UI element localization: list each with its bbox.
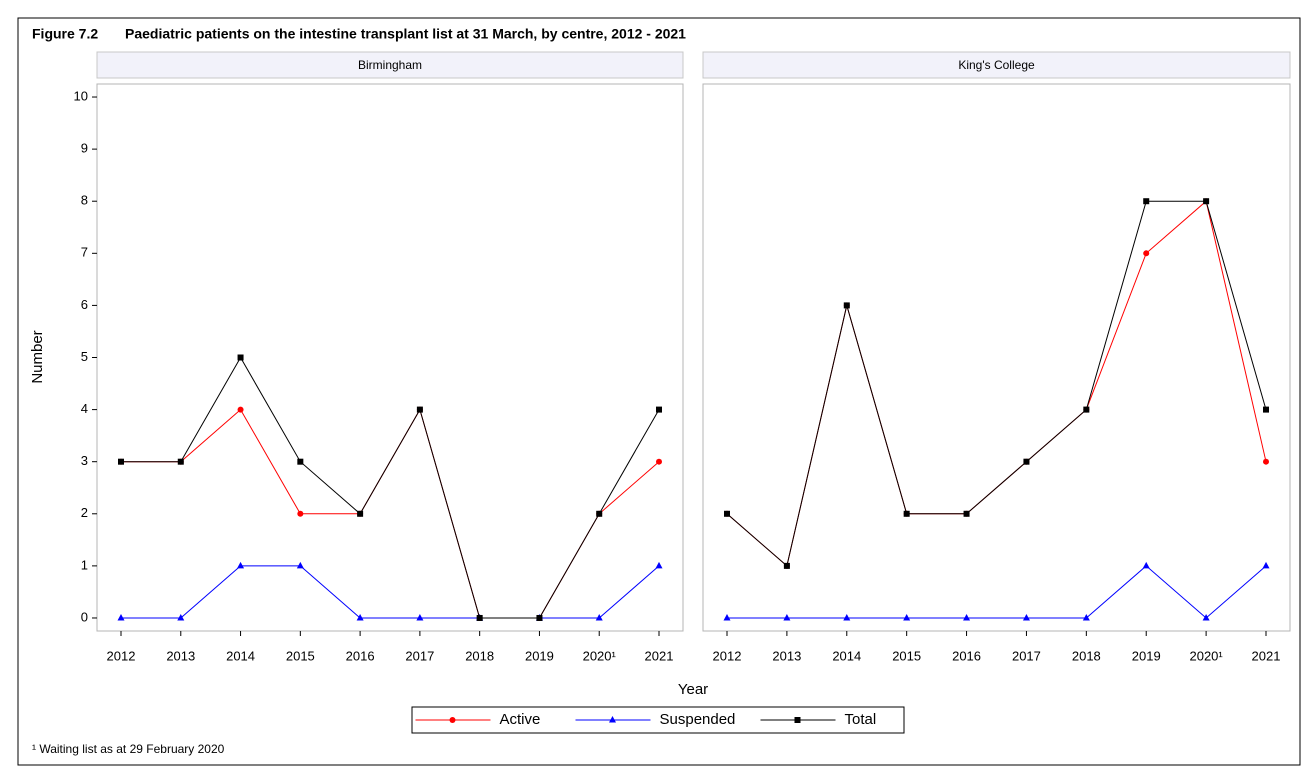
x-tick-label: 2013: [166, 648, 195, 663]
y-tick-label: 0: [81, 609, 88, 624]
line: [121, 356, 660, 619]
marker: [297, 458, 304, 465]
marker: [963, 510, 970, 517]
marker: [416, 406, 423, 413]
marker: [357, 510, 364, 517]
x-tick-label: 2018: [1072, 648, 1101, 663]
marker: [356, 613, 364, 621]
x-tick-label: 2020¹: [1189, 648, 1223, 663]
marker: [237, 406, 244, 413]
y-tick-label: 6: [81, 297, 88, 312]
y-axis-label: Number: [29, 330, 46, 383]
marker: [1082, 613, 1090, 621]
marker: [536, 614, 543, 621]
legend-marker: [794, 717, 801, 723]
marker: [416, 613, 424, 621]
x-tick-label: 2018: [465, 648, 494, 663]
legend-label: Total: [845, 711, 877, 728]
line: [726, 200, 1267, 567]
marker: [296, 561, 304, 569]
marker: [656, 458, 662, 465]
line: [121, 565, 660, 619]
x-tick-label: 2017: [405, 648, 434, 663]
x-axis-label: Year: [678, 681, 708, 698]
x-tick-label: 2016: [952, 648, 981, 663]
x-tick-label: 2020¹: [583, 648, 617, 663]
y-tick-label: 10: [74, 88, 88, 103]
x-tick-label: 2019: [1132, 648, 1161, 663]
marker: [1263, 406, 1269, 413]
marker: [1022, 613, 1030, 621]
panel-header: [702, 51, 1291, 79]
marker: [177, 613, 185, 621]
marker: [1202, 613, 1210, 621]
y-tick-label: 7: [81, 245, 88, 260]
legend-label: Suspended: [660, 711, 736, 728]
marker: [963, 613, 971, 621]
marker: [237, 354, 244, 361]
marker: [476, 614, 483, 621]
marker: [1143, 198, 1150, 205]
marker: [1203, 198, 1210, 205]
marker: [297, 510, 304, 517]
marker: [1142, 561, 1150, 569]
y-tick-label: 1: [81, 557, 88, 572]
marker: [656, 406, 662, 413]
marker: [177, 458, 184, 465]
x-tick-label: 2015: [892, 648, 921, 663]
marker: [595, 613, 603, 621]
marker: [843, 613, 851, 621]
marker: [783, 613, 791, 621]
y-tick-label: 4: [81, 401, 88, 416]
x-tick-label: 2019: [525, 648, 554, 663]
marker: [724, 510, 730, 517]
x-tick-label: 2021: [645, 648, 674, 663]
x-tick-label: 2016: [346, 648, 375, 663]
x-tick-label: 2017: [1012, 648, 1041, 663]
x-tick-label: 2014: [832, 648, 861, 663]
y-tick-label: 9: [81, 141, 88, 156]
y-tick-label: 3: [81, 453, 88, 468]
marker: [655, 561, 663, 569]
x-tick-label: 2013: [772, 648, 801, 663]
x-tick-label: 2015: [286, 648, 315, 663]
y-tick-label: 8: [81, 193, 88, 208]
y-tick-label: 2: [81, 505, 88, 520]
marker: [1023, 458, 1030, 465]
plot-area: [702, 83, 1291, 632]
marker: [118, 458, 124, 465]
x-tick-label: 2012: [107, 648, 136, 663]
panel-header: [96, 51, 684, 79]
marker: [843, 302, 850, 309]
marker: [117, 613, 125, 621]
marker: [1263, 458, 1269, 465]
marker: [903, 510, 910, 517]
marker: [1143, 250, 1150, 257]
marker: [1262, 561, 1270, 569]
marker: [596, 510, 603, 517]
x-tick-label: 2014: [226, 648, 255, 663]
legend-marker: [449, 717, 456, 723]
legend-marker: [609, 716, 616, 723]
panel-title: Birmingham: [358, 58, 422, 72]
figure-label: Figure 7.2: [32, 26, 98, 42]
figure-title: Paediatric patients on the intestine tra…: [125, 26, 686, 42]
marker: [783, 562, 790, 569]
footnote: ¹ Waiting list as at 29 February 2020: [32, 742, 225, 756]
x-tick-label: 2021: [1252, 648, 1281, 663]
figure-border: [17, 17, 1301, 766]
y-tick-label: 5: [81, 349, 88, 364]
panel-title: King's College: [958, 58, 1035, 72]
marker: [903, 613, 911, 621]
marker: [1083, 406, 1090, 413]
x-tick-label: 2012: [713, 648, 742, 663]
marker: [723, 613, 731, 621]
legend-label: Active: [500, 711, 541, 728]
line: [727, 565, 1267, 619]
marker: [237, 561, 245, 569]
